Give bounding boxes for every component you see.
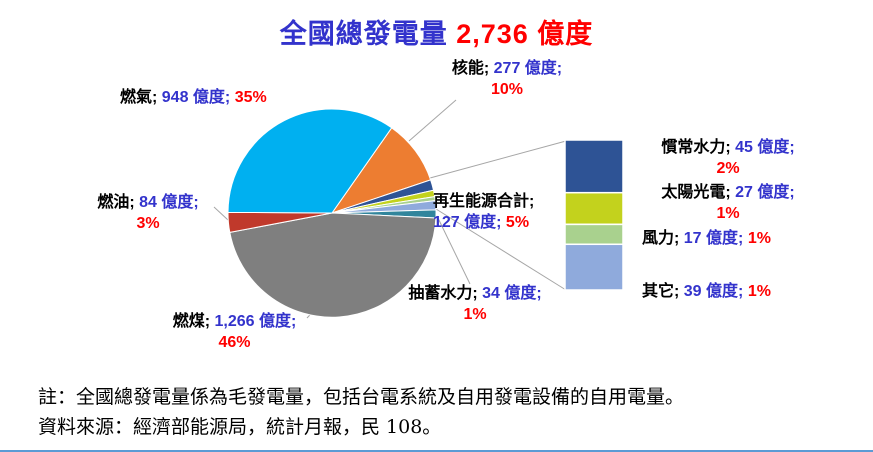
series-lines [429, 140, 567, 291]
label-solar: 太陽光電; 27 億度; 1% [642, 182, 814, 224]
label-renewable-pct: 5% [505, 214, 530, 231]
label-other: 其它; 39 億度; 1% [642, 281, 771, 302]
label-other-name: 其它; [642, 283, 684, 300]
label-coal-value: 1,266 億度; [214, 313, 297, 330]
label-hydro-name: 慣常水力; [661, 139, 736, 156]
label-hydro-value: 45 億度; [735, 139, 795, 156]
label-nuclear: 核能; 277 億度; 10% [432, 58, 582, 100]
label-nuclear-name: 核能; [451, 60, 494, 77]
page-title: 全國總發電量 2,736 億度 [0, 12, 873, 51]
label-renewable-name: 再生能源合計; [433, 193, 535, 210]
label-wind-name: 風力; [642, 230, 684, 247]
label-renewable-value: 127 億度; [433, 214, 506, 231]
label-other-value: 39 億度; [683, 283, 748, 300]
series-line-top [429, 140, 567, 179]
bar-segment-wind [564, 223, 624, 246]
series-line-bottom [435, 208, 567, 291]
label-hydro-pct: 2% [716, 160, 740, 177]
label-gas-name: 燃氣; [120, 89, 162, 106]
label-oil-value: 84 億度; [139, 194, 199, 211]
label-nuclear-pct: 10% [490, 81, 524, 98]
leader-line-pumped [436, 215, 471, 285]
bar-segment-hydro [564, 139, 624, 194]
leader-line-oil [213, 206, 229, 221]
label-gas: 燃氣; 948 億度; 35% [120, 87, 267, 108]
label-gas-pct: 35% [234, 89, 267, 106]
leader-line-nuclear [408, 99, 457, 142]
label-wind: 風力; 17 億度; 1% [642, 228, 771, 249]
label-oil-pct: 3% [136, 215, 160, 232]
breakdown-bar [564, 139, 624, 291]
pie [227, 108, 437, 318]
label-renewable-total: 再生能源合計; 127 億度; 5% [433, 191, 534, 233]
footnote-line-2: 資料來源：經濟部能源局，統計月報，民 108。 [38, 416, 442, 438]
label-oil-name: 燃油; [97, 194, 140, 211]
label-solar-value: 27 億度; [735, 184, 795, 201]
label-coal-pct: 46% [218, 334, 251, 351]
pie-slice-coal [229, 212, 437, 318]
bar-segment-other [564, 243, 624, 291]
bar-segment-solar [564, 191, 624, 226]
footnote-line-1: 註：全國總發電量係為毛發電量，包括台電系統及自用發電設備的自用電量。 [38, 386, 685, 408]
label-coal-name: 燃煤; [172, 313, 215, 330]
title-text: 全國總發電量 [279, 19, 457, 49]
label-pumped-name: 抽蓄水力; [408, 285, 483, 302]
label-solar-name: 太陽光電; [661, 184, 736, 201]
label-nuclear-value: 277 億度; [493, 60, 563, 77]
label-pumped-value: 34 億度; [482, 285, 542, 302]
label-conventional-hydro: 慣常水力; 45 億度; 2% [642, 137, 814, 179]
bottom-border [0, 450, 873, 452]
label-other-pct: 1% [747, 283, 771, 300]
label-solar-pct: 1% [716, 205, 740, 222]
pie-slice-gas [227, 108, 393, 214]
label-pumped-pct: 1% [463, 306, 487, 323]
label-wind-value: 17 億度; [683, 230, 748, 247]
label-gas-value: 948 億度; [161, 89, 235, 106]
label-oil: 燃油; 84 億度; 3% [82, 192, 214, 234]
label-coal: 燃煤; 1,266 億度; 46% [152, 311, 317, 353]
label-wind-pct: 1% [747, 230, 771, 247]
label-pumped-hydro: 抽蓄水力; 34 億度; 1% [390, 283, 560, 325]
footnotes: 註：全國總發電量係為毛發電量，包括台電系統及自用發電設備的自用電量。 資料來源：… [38, 382, 684, 442]
title-total-value: 2,736 億度 [456, 19, 594, 49]
